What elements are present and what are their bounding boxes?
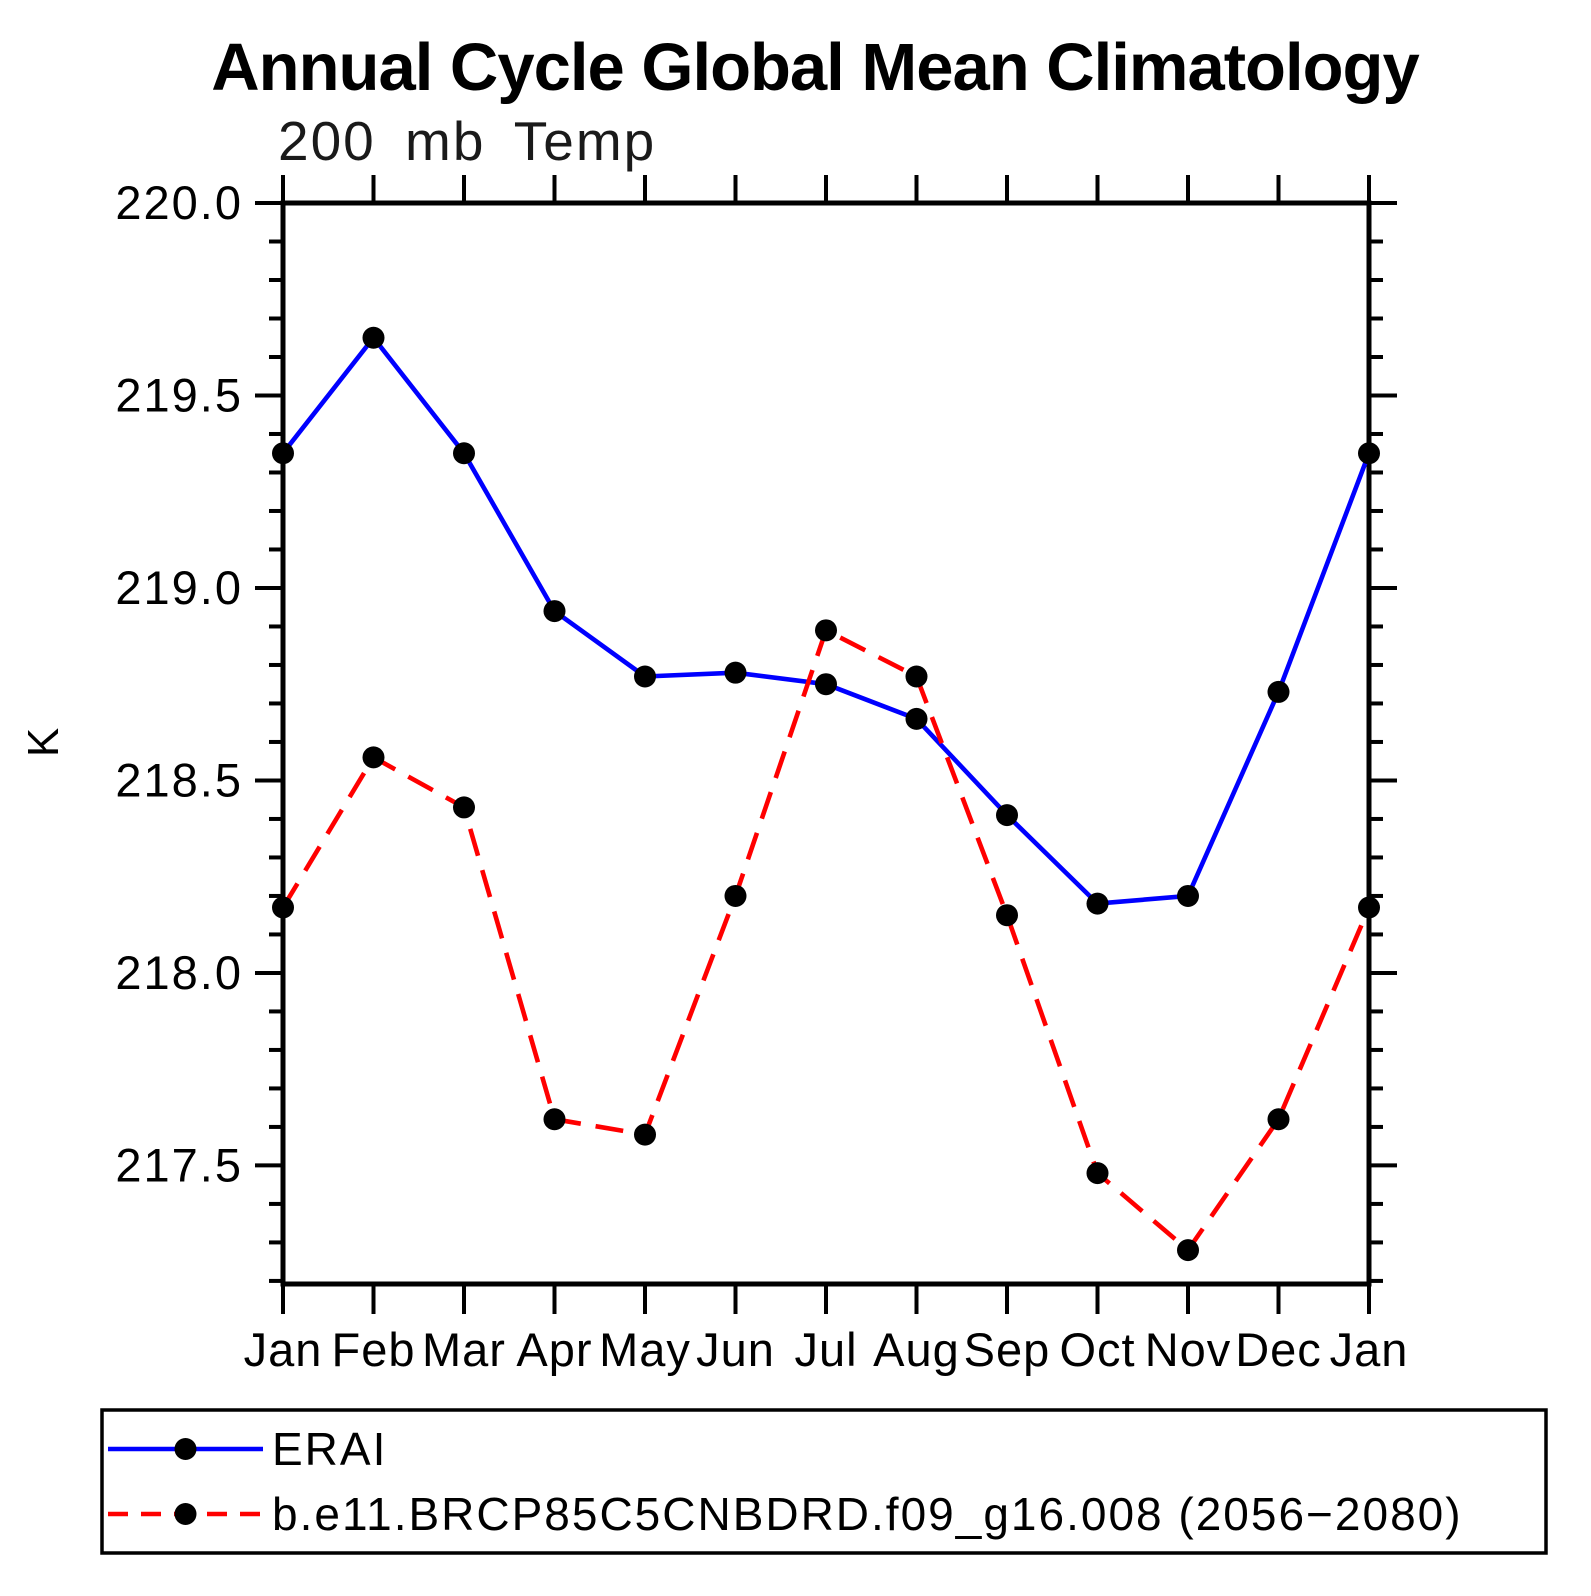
data-point-marker: [996, 904, 1018, 927]
y-tick-label: 217.5: [115, 1138, 243, 1191]
x-tick-label: Jan: [1330, 1323, 1409, 1376]
data-point-marker: [1358, 442, 1380, 465]
data-point-marker: [543, 600, 566, 623]
x-tick-label: Nov: [1145, 1323, 1232, 1376]
data-point-marker: [362, 326, 385, 349]
legend-box: [100, 1408, 1548, 1555]
y-tick-label: 219.5: [115, 368, 243, 421]
data-point-marker: [1267, 680, 1290, 703]
data-point-marker: [815, 673, 837, 696]
data-point-marker: [1177, 884, 1199, 907]
legend: ERAI b.e11.BRCP85C5CNBDRD.f09_g16.008 (20…: [100, 1408, 1548, 1555]
x-tick-label: Feb: [332, 1323, 416, 1376]
data-point-marker: [634, 665, 656, 688]
data-point-marker: [724, 884, 747, 907]
data-point-marker: [1086, 1162, 1109, 1185]
data-point-marker: [724, 661, 747, 684]
data-point-marker: [453, 796, 475, 819]
x-tick-label: Oct: [1059, 1323, 1135, 1376]
y-tick-label: 218.5: [115, 753, 243, 806]
x-tick-label: Sep: [964, 1323, 1051, 1376]
y-axis-label: K: [19, 727, 68, 757]
x-tick-label: Aug: [873, 1323, 960, 1376]
series-line-b.e1: [281, 628, 1372, 1253]
data-point-marker: [996, 804, 1018, 827]
x-tick-label: Jun: [696, 1323, 775, 1376]
legend-entry-label: b.e11.BRCP85C5CNBDRD.f09_g16.008 (2056−2…: [272, 1488, 1463, 1540]
data-point-marker: [815, 619, 837, 642]
y-tick-label: 218.0: [115, 946, 243, 999]
x-tick-label: Mar: [422, 1323, 506, 1376]
plot-frame: [280, 200, 1372, 1287]
data-point-marker: [905, 665, 928, 688]
x-tick-label: Dec: [1235, 1323, 1322, 1376]
chart-subtitle: 200 mb Temp: [278, 110, 656, 172]
data-point-marker: [272, 896, 294, 919]
data-point-marker: [905, 707, 928, 730]
legend-marker: [174, 1503, 197, 1525]
legend-marker: [174, 1438, 197, 1460]
data-point-marker: [1267, 1108, 1290, 1131]
x-tick-label: Jul: [794, 1323, 857, 1376]
data-point-marker: [1086, 892, 1109, 915]
x-tick-label: Apr: [516, 1323, 592, 1376]
x-tick-label: Jan: [244, 1323, 323, 1376]
data-point-marker: [453, 442, 475, 465]
data-point-marker: [543, 1108, 566, 1131]
data-point-marker: [1177, 1239, 1199, 1262]
data-point-marker: [272, 442, 294, 465]
legend-entry-label: ERAI: [272, 1423, 387, 1475]
data-point-marker: [634, 1123, 656, 1146]
x-tick-label: May: [599, 1323, 691, 1376]
chart-title: Annual Cycle Global Mean Climatology: [211, 30, 1419, 105]
data-point-marker: [362, 746, 385, 769]
y-tick-label: 220.0: [115, 176, 243, 229]
data-point-marker: [1358, 896, 1380, 919]
y-tick-label: 219.0: [115, 561, 243, 614]
